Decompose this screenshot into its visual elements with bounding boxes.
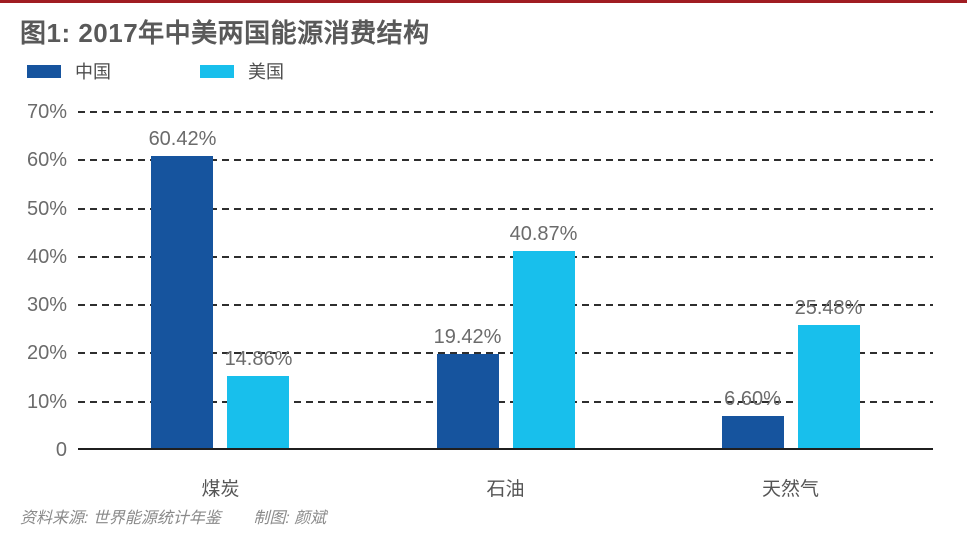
y-axis-tick-label: 70% — [26, 101, 67, 123]
y-axis-tick-label: 10% — [26, 390, 67, 413]
bar-value-label: 60.42% — [148, 128, 217, 151]
bar-value-label: 25.48% — [794, 297, 863, 319]
bar-中国-天然气: 6.60% — [721, 388, 784, 448]
y-axis-tick-label: 50% — [26, 197, 67, 220]
legend-swatch-icon — [27, 64, 61, 78]
x-axis-label-煤炭: 煤炭 — [201, 479, 240, 500]
gridline — [78, 207, 933, 210]
bar-中国-煤炭: 60.42% — [149, 128, 216, 448]
x-axis-label-天然气: 天然气 — [761, 479, 820, 500]
bar-group-石油: 19.42% 40.87% — [434, 223, 577, 448]
gridline — [78, 304, 933, 307]
top-accent-line — [0, 0, 967, 3]
bar-美国-煤炭: 14.86% — [225, 348, 292, 448]
chart-title: 图1: 2017年中美两国能源消费结构 — [20, 18, 430, 48]
legend-item-china: 中国 — [27, 58, 111, 84]
y-axis-tick-label: 40% — [26, 245, 67, 268]
bar-value-label: 40.87% — [509, 222, 578, 245]
gridline — [78, 111, 933, 113]
bar-美国-石油: 40.87% — [510, 223, 577, 448]
bar-美国-天然气: 25.48% — [795, 297, 862, 448]
y-axis-tick-label: 20% — [26, 342, 67, 365]
legend-label: 中国 — [75, 62, 111, 82]
y-axis-tick-label: 60% — [26, 149, 67, 172]
x-axis-label-石油: 石油 — [486, 479, 525, 500]
y-axis-tick-label: 0 — [55, 439, 67, 461]
x-axis-category-labels: 煤炭 石油 天然气 — [78, 474, 933, 500]
gridline — [78, 400, 933, 403]
bar-group-煤炭: 60.42% 14.86% — [149, 128, 292, 448]
y-axis-tick-labels: 70% 60% 50% 40% 30% 20% 10% 0 — [0, 101, 67, 461]
legend: 中国 美国 — [0, 58, 967, 82]
legend-swatch-icon — [200, 64, 234, 78]
gridline — [78, 159, 933, 162]
chart-footer: 资料来源: 世界能源统计年鉴 制图: 颜斌 — [20, 504, 326, 528]
y-axis-tick-label: 30% — [26, 294, 67, 317]
bar-group-天然气: 6.60% 25.48% — [721, 297, 862, 448]
gridline — [78, 352, 933, 355]
data-source-note: 资料来源: 世界能源统计年鉴 — [20, 510, 221, 527]
legend-item-usa: 美国 — [200, 58, 284, 84]
chart-credit-note: 制图: 颜斌 — [253, 510, 327, 527]
bar-value-label: 6.60% — [724, 388, 781, 411]
bar-value-label: 19.42% — [433, 326, 502, 349]
bar-中国-石油: 19.42% — [434, 326, 501, 448]
plot-area: 60.42% 14.86% 19.42% 40.87% 6.60% 25.48% — [78, 111, 933, 450]
bar-value-label: 14.86% — [224, 348, 293, 371]
legend-label: 美国 — [248, 62, 284, 82]
gridline — [78, 255, 933, 258]
